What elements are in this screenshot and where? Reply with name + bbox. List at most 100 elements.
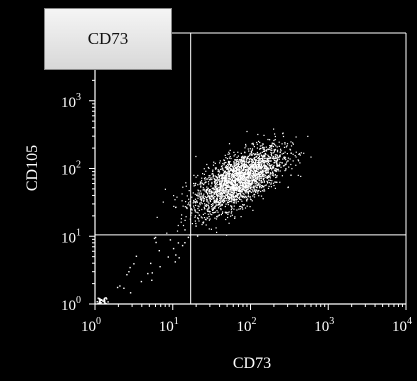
data-point: [208, 190, 210, 192]
data-point: [263, 173, 265, 176]
data-point: [267, 155, 270, 157]
data-point: [277, 165, 279, 167]
data-point: [219, 198, 222, 200]
data-point: [243, 193, 245, 195]
data-point: [253, 165, 255, 167]
data-point: [258, 184, 260, 186]
data-point: [151, 272, 153, 274]
data-point: [236, 184, 238, 186]
data-point: [199, 183, 201, 185]
tick-label: 101: [159, 316, 179, 335]
data-point: [274, 155, 276, 158]
data-point: [254, 189, 256, 191]
data-point: [202, 173, 204, 175]
data-point: [233, 175, 235, 177]
data-point: [227, 197, 229, 199]
data-point: [270, 153, 272, 155]
data-point: [249, 148, 251, 150]
data-point: [231, 178, 234, 181]
data-point: [103, 299, 106, 301]
data-point: [185, 185, 187, 187]
data-point: [218, 214, 220, 216]
data-point: [214, 207, 216, 209]
data-point: [246, 196, 248, 198]
data-point: [263, 161, 265, 163]
data-point: [272, 173, 274, 175]
data-point: [244, 169, 246, 171]
data-point: [220, 189, 222, 191]
data-point: [269, 173, 271, 175]
data-point: [247, 184, 249, 186]
data-point: [251, 162, 253, 164]
data-point: [215, 183, 217, 185]
data-point: [244, 178, 247, 180]
data-point: [241, 178, 243, 180]
data-point: [215, 202, 217, 204]
data-point: [251, 186, 253, 188]
data-point: [240, 193, 242, 195]
data-point: [233, 162, 235, 164]
data-point: [259, 145, 261, 147]
data-point: [236, 167, 239, 169]
data-point: [201, 208, 203, 211]
data-point: [249, 184, 251, 186]
data-point: [266, 181, 269, 183]
data-point: [243, 183, 245, 185]
data-point: [235, 178, 237, 180]
data-point: [229, 178, 231, 181]
data-point: [205, 198, 208, 200]
data-point: [226, 192, 228, 194]
data-point: [245, 166, 247, 168]
data-point: [174, 199, 176, 201]
data-point: [205, 205, 207, 207]
data-point: [251, 148, 254, 150]
data-point: [238, 169, 240, 172]
data-point: [276, 164, 278, 166]
data-point: [243, 164, 245, 166]
data-point: [223, 159, 226, 162]
data-point: [234, 179, 236, 182]
data-point: [248, 167, 251, 169]
data-point: [251, 171, 254, 173]
data-point: [238, 190, 240, 192]
data-point: [204, 190, 206, 192]
data-point: [234, 185, 236, 187]
data-point: [207, 217, 209, 219]
data-point: [260, 182, 262, 184]
data-point: [245, 163, 248, 165]
data-point: [230, 175, 232, 177]
data-point: [289, 158, 291, 160]
data-point: [300, 152, 302, 154]
data-point: [236, 177, 238, 179]
data-point: [257, 166, 259, 168]
data-point: [286, 143, 289, 145]
data-point: [242, 184, 244, 186]
data-point: [279, 170, 281, 172]
data-point: [225, 212, 227, 214]
data-point: [223, 192, 225, 194]
data-point: [298, 160, 300, 162]
data-point: [220, 185, 222, 187]
data-point: [204, 177, 207, 179]
data-point: [215, 179, 217, 181]
data-point: [234, 195, 236, 197]
data-point: [231, 189, 233, 191]
data-point: [235, 162, 238, 164]
data-point: [181, 244, 184, 247]
data-point: [203, 193, 205, 195]
data-point: [215, 205, 217, 207]
data-point: [278, 158, 280, 160]
data-point: [228, 167, 231, 169]
data-point: [200, 201, 202, 203]
data-point: [276, 176, 278, 178]
data-point: [274, 174, 276, 176]
data-point: [252, 165, 254, 167]
data-point: [265, 174, 267, 176]
data-point: [234, 198, 236, 201]
data-point: [269, 145, 272, 147]
data-point: [230, 165, 232, 167]
data-point: [218, 179, 220, 181]
data-point: [175, 254, 177, 256]
data-point: [275, 157, 277, 160]
data-point: [238, 178, 240, 180]
